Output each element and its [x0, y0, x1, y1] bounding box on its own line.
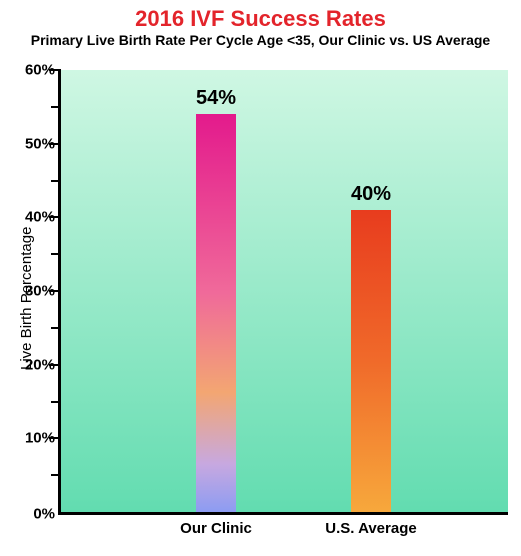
- y-tick-label: 50%: [25, 135, 61, 152]
- bar: 40%U.S. Average: [351, 210, 391, 512]
- y-tick-minor: [51, 401, 61, 403]
- plot-area: 0% 10%20%30%40%50%60%54%Our Clinic40%U.S…: [58, 70, 508, 515]
- y-tick-label: 40%: [25, 209, 61, 226]
- bar-value-label: 54%: [196, 87, 236, 114]
- plot-background: [61, 70, 508, 512]
- y-tick-minor: [51, 253, 61, 255]
- bar-category-label: Our Clinic: [180, 512, 252, 537]
- bar-category-label: U.S. Average: [325, 512, 416, 537]
- y-tick-label: 20%: [25, 356, 61, 373]
- bar-value-label: 40%: [351, 183, 391, 210]
- y-tick-label: 60%: [25, 62, 61, 79]
- y-tick-minor: [51, 180, 61, 182]
- y-tick-label: 30%: [25, 283, 61, 300]
- y-tick-label-origin: 0%: [33, 506, 61, 523]
- chart-container: 2016 IVF Success Rates Primary Live Birt…: [0, 0, 521, 556]
- chart-subtitle: Primary Live Birth Rate Per Cycle Age <3…: [0, 32, 521, 48]
- y-tick-minor: [51, 327, 61, 329]
- bar: 54%Our Clinic: [196, 114, 236, 512]
- y-tick-label: 10%: [25, 430, 61, 447]
- y-tick-minor: [51, 106, 61, 108]
- y-tick-minor: [51, 474, 61, 476]
- chart-title: 2016 IVF Success Rates: [0, 6, 521, 32]
